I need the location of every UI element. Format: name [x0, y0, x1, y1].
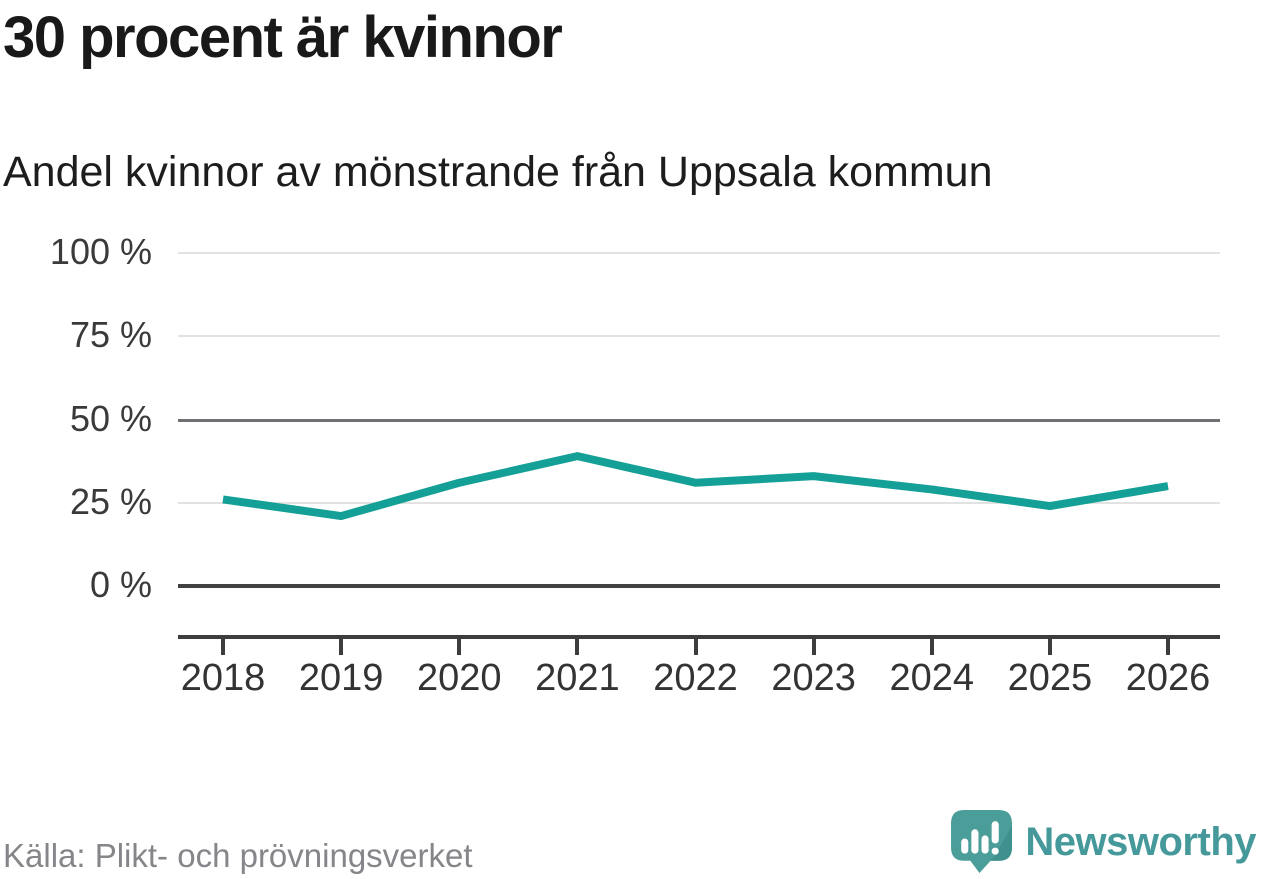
x-axis-tick [929, 639, 934, 655]
x-axis-label: 2018 [180, 657, 266, 699]
x-axis-label: 2021 [535, 657, 620, 699]
newsworthy-logo-icon [950, 809, 1013, 875]
y-axis-label: 25 % [69, 480, 152, 522]
gridline-75 [178, 335, 1220, 338]
gridline-100 [178, 252, 1220, 254]
gridline-50 [178, 418, 1220, 422]
chart-subtitle: Andel kvinnor av mönstrande från Uppsala… [3, 148, 993, 196]
x-axis-line [178, 635, 1220, 639]
y-axis-label: 50 % [69, 397, 152, 439]
x-axis-label: 2019 [298, 657, 384, 699]
y-axis-label: 0 % [89, 564, 152, 605]
y-axis-label: 100 % [49, 231, 152, 272]
data-line [222, 452, 1169, 521]
brand-area: Newsworthy [950, 808, 1256, 876]
x-axis-label: 2024 [889, 657, 975, 699]
x-axis-tick [339, 639, 344, 655]
gridline-0 [178, 584, 1220, 588]
chart-title: 30 procent är kvinnor [3, 5, 563, 70]
x-axis-tick [693, 639, 698, 655]
x-axis-tick [1166, 639, 1170, 655]
x-axis-tick [575, 639, 580, 655]
y-axis-label: 75 % [69, 314, 152, 356]
newsworthy-wordmark: Newsworthy [1025, 819, 1256, 864]
x-axis-label: 2020 [416, 657, 502, 699]
x-axis-tick [457, 639, 462, 655]
x-axis-label: 2022 [653, 657, 738, 699]
x-axis-label: 2023 [771, 657, 856, 699]
x-axis-tick [811, 639, 816, 655]
x-axis-label: 2025 [1007, 657, 1093, 699]
x-axis-tick [1047, 639, 1052, 655]
x-axis-label: 2026 [1125, 657, 1211, 699]
gridline-25 [178, 501, 1220, 504]
x-axis-tick [221, 639, 225, 655]
source-note: Källa: Plikt- och prövningsverket [3, 837, 473, 874]
